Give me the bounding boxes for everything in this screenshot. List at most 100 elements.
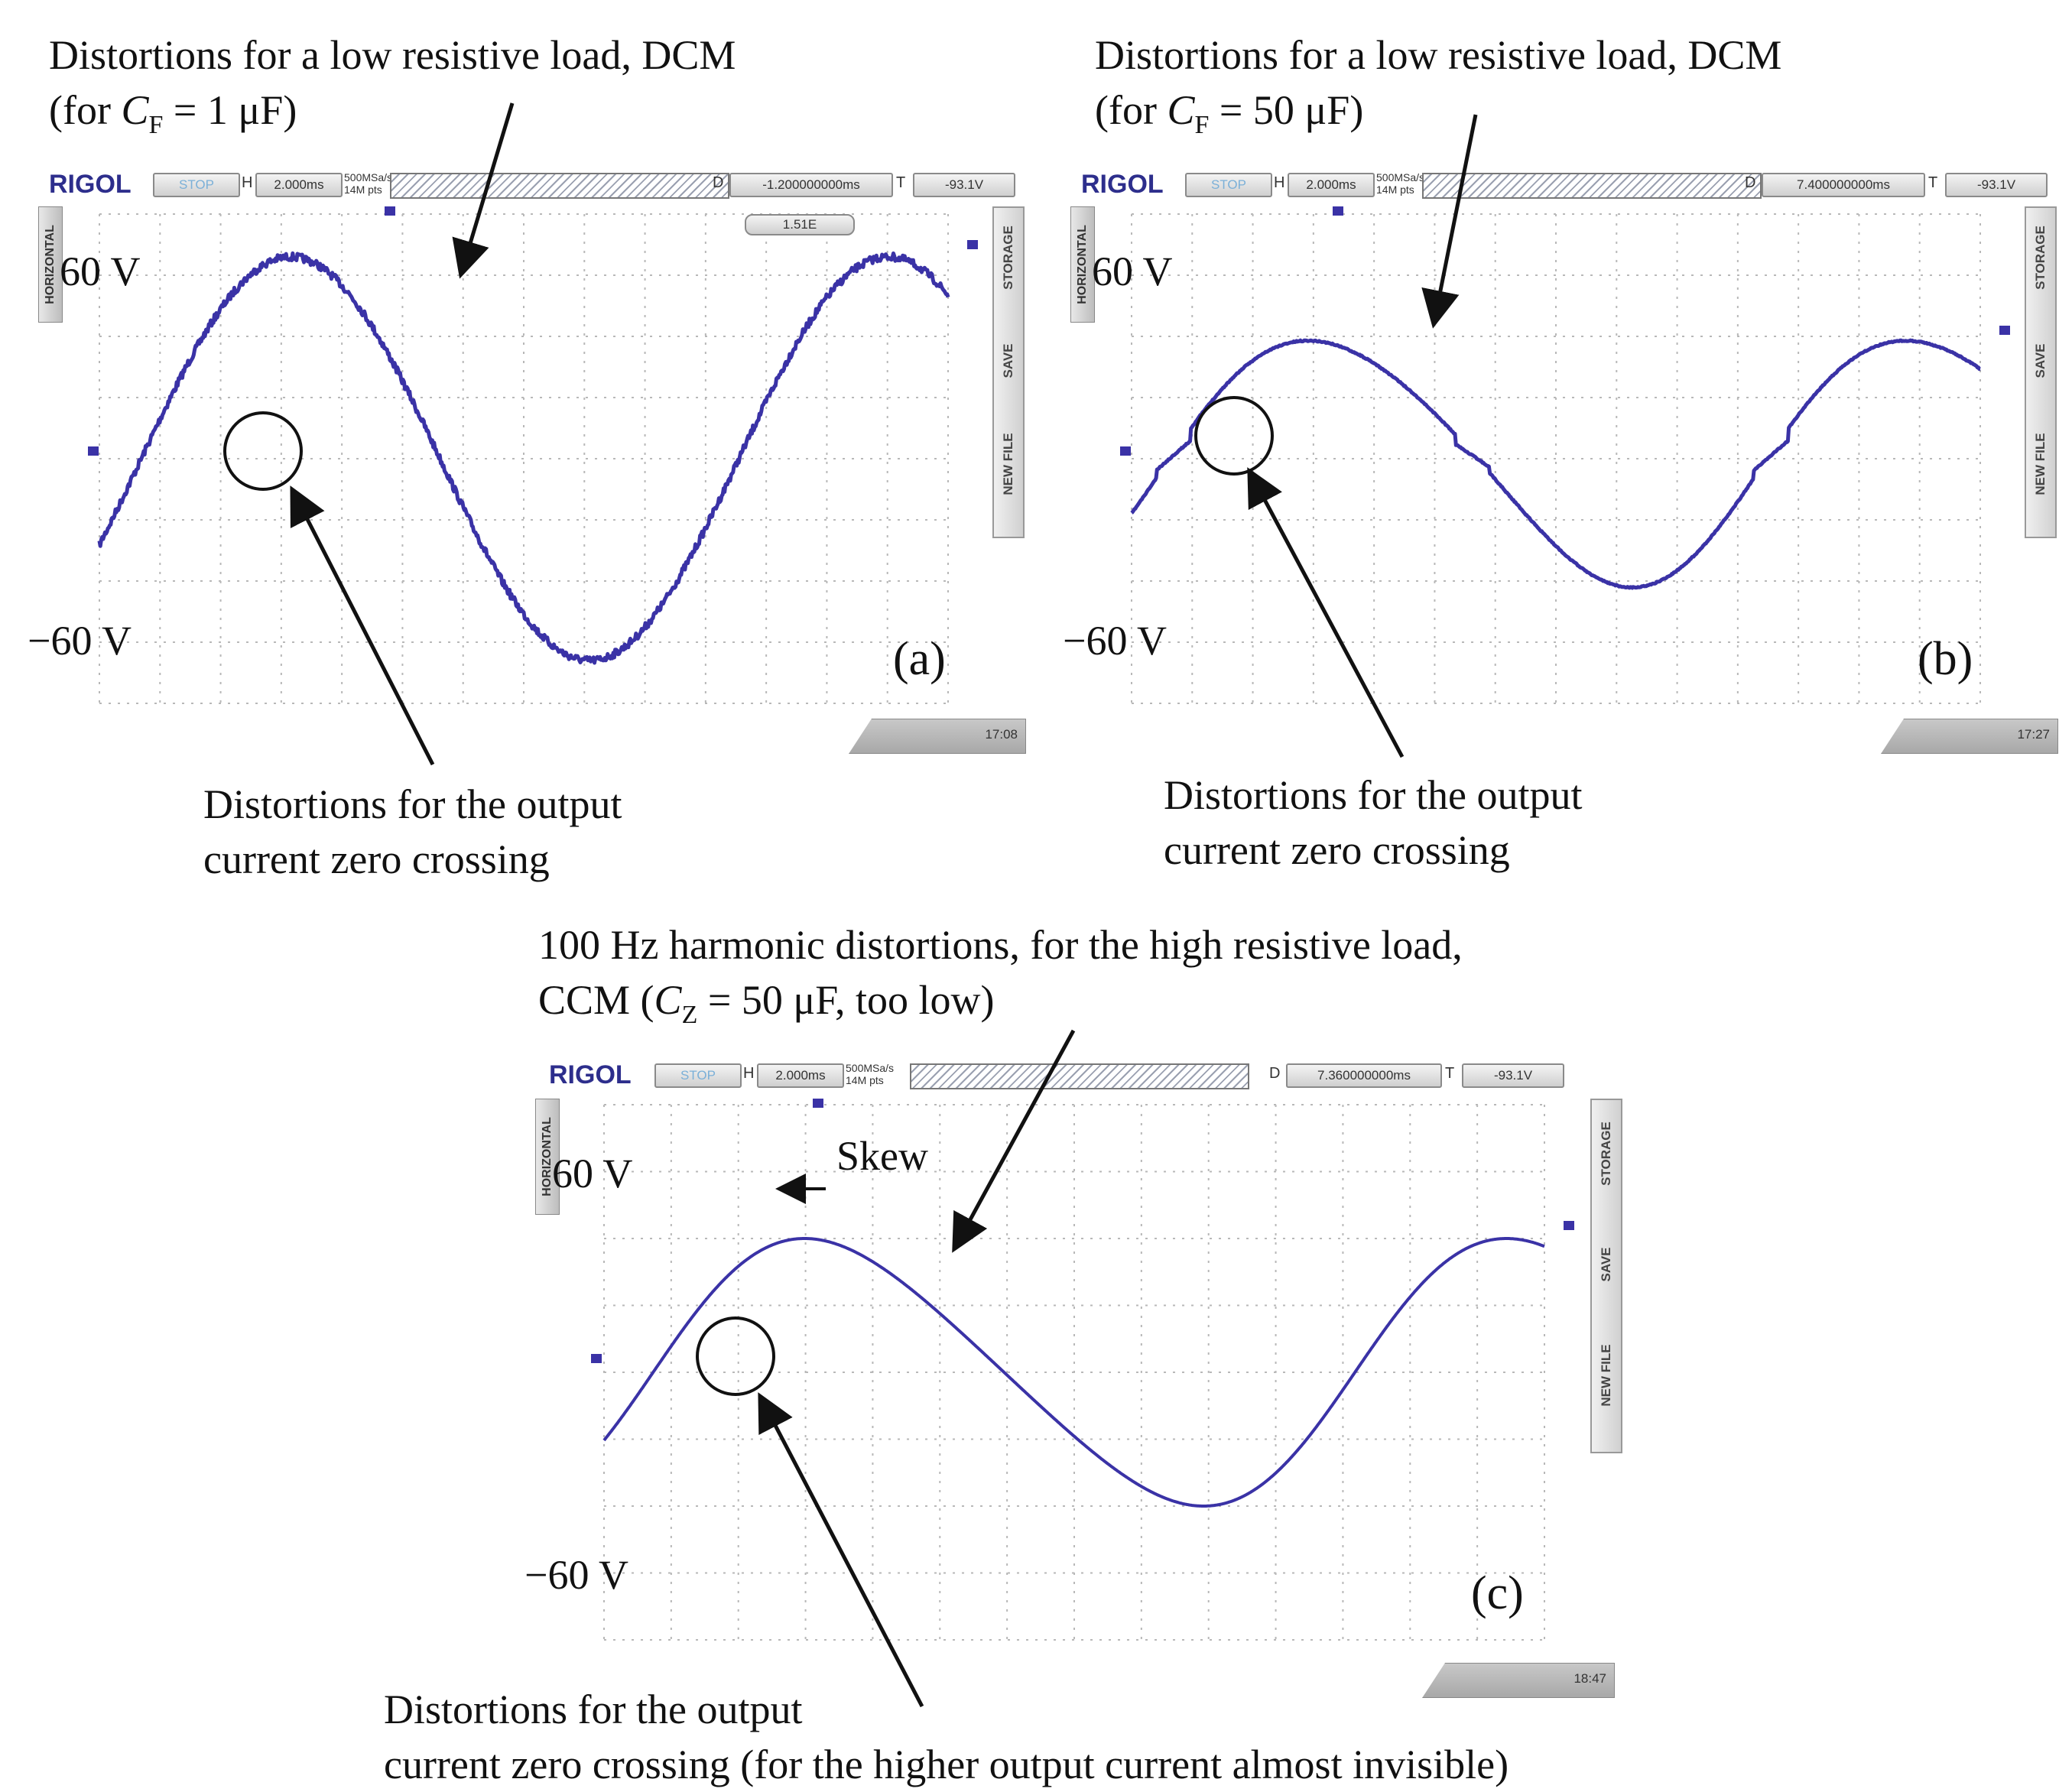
graticule [603,1104,1545,1641]
panel-c-caption-bottom: Distortions for the output current zero … [384,1682,1509,1792]
panel-c-caption-top-line1: 100 Hz harmonic distortions, for the hig… [538,922,1463,968]
delay-button[interactable]: -1.200000000ms [729,173,893,197]
waveform-trace [1130,338,1982,590]
status-time: 18:47 [1573,1671,1606,1686]
brand-logo: RIGOL [49,170,132,199]
t-label: T [1928,174,1938,191]
y-top-label-b: 60 V [1092,248,1173,294]
oscilloscope-screen-a: RIGOL STOP H 2.000ms 500MSa/s 14M pts D -… [38,168,1026,757]
h-label: H [242,174,253,191]
new-file-menu-item[interactable]: NEW FILE [1599,1344,1613,1407]
trigger-button[interactable]: -93.1V [1462,1063,1564,1088]
y-top-label-a: 60 V [60,248,141,294]
panel-a-caption-top: Distortions for a low resistive load, DC… [49,28,736,153]
save-menu-item[interactable]: SAVE [1599,1247,1613,1282]
panel-c-caption-bottom-line2: current zero crossing (for the higher ou… [384,1742,1509,1787]
h-label: H [1274,174,1285,191]
channel-level-marker [1564,1221,1574,1230]
delay-button[interactable]: 7.360000000ms [1286,1063,1442,1088]
channel-ground-marker [88,446,99,456]
panel-c-caption-top-line2: CCM (CZ = 50 μF, too low) [538,977,995,1029]
panel-c-caption-top: 100 Hz harmonic distortions, for the hig… [538,917,1463,1043]
skew-label: Skew [836,1133,928,1179]
oscilloscope-screen-c: RIGOL STOP H 2.000ms 500MSa/s 14M pts D 7… [535,1059,1622,1701]
sample-rate-readout: 500MSa/s 14M pts [1376,171,1425,196]
y-bottom-label-a: −60 V [28,618,132,664]
storage-menu-item[interactable]: STORAGE [2033,226,2048,290]
status-bar: 17:27 [1881,719,2058,754]
horizontal-tab[interactable]: HORIZONTAL [1070,206,1095,323]
sample-rate-readout: 500MSa/s 14M pts [846,1062,895,1086]
delay-button[interactable]: 7.400000000ms [1762,173,1925,197]
timebase-button[interactable]: 2.000ms [1288,173,1375,197]
y-bottom-label-c: −60 V [524,1552,628,1598]
panel-a-caption-bottom: Distortions for the output current zero … [203,777,622,887]
trigger-position-marker [813,1099,823,1108]
waveform-timeline[interactable] [910,1063,1249,1089]
status-bar: 18:47 [1422,1663,1615,1698]
save-menu-item[interactable]: SAVE [2033,343,2048,378]
status-bar: 17:08 [849,719,1026,754]
scope-toolbar: RIGOL STOP H 2.000ms 500MSa/s 14M pts D 7… [535,1059,1621,1092]
brand-logo: RIGOL [549,1060,632,1089]
d-label: D [1269,1065,1281,1082]
new-file-menu-item[interactable]: NEW FILE [2033,433,2048,495]
storage-menu[interactable]: STORAGE SAVE NEW FILE [2025,206,2057,538]
storage-menu[interactable]: STORAGE SAVE NEW FILE [992,206,1025,538]
waveform-timeline[interactable] [1422,173,1762,199]
timebase-button[interactable]: 2.000ms [757,1063,844,1088]
horizontal-tab[interactable]: HORIZONTAL [38,206,63,323]
horizontal-tab[interactable]: HORIZONTAL [535,1099,560,1215]
waveform-plot [1120,206,2010,704]
brand-logo: RIGOL [1081,170,1164,199]
panel-a-caption-top-line1: Distortions for a low resistive load, DC… [49,32,736,78]
run-stop-button[interactable]: STOP [654,1063,742,1088]
status-time: 17:08 [985,727,1018,742]
channel-badge: 1.51E [745,214,855,235]
waveform-trace [97,251,950,665]
run-stop-button[interactable]: STOP [153,173,240,197]
panel-c-caption-bottom-line1: Distortions for the output [384,1686,803,1732]
channel-level-marker [967,240,978,249]
save-menu-item[interactable]: SAVE [1001,343,1015,378]
run-stop-button[interactable]: STOP [1185,173,1272,197]
panel-b-caption-bottom-line1: Distortions for the output [1164,772,1583,818]
storage-menu[interactable]: STORAGE SAVE NEW FILE [1590,1099,1622,1453]
t-label: T [1445,1065,1455,1082]
status-time: 17:27 [2017,727,2050,742]
waveform-trace [602,1237,1545,1508]
trigger-position-marker [1333,206,1343,216]
panel-a-caption-bottom-line1: Distortions for the output [203,781,622,827]
panel-label-a: (a) [893,633,946,685]
panel-b-caption-top: Distortions for a low resistive load, DC… [1095,28,1781,153]
y-top-label-c: 60 V [552,1151,633,1196]
panel-b-caption-bottom: Distortions for the output current zero … [1164,768,1582,878]
channel-badge-text: 1.51E [782,217,817,232]
sample-rate-readout: 500MSa/s 14M pts [344,171,393,196]
panel-label-c: (c) [1471,1567,1524,1619]
d-label: D [1745,174,1756,191]
channel-level-marker [1999,326,2010,335]
t-label: T [896,174,906,191]
trigger-button[interactable]: -93.1V [1945,173,2048,197]
graticule [1131,213,1981,704]
oscilloscope-screen-b: RIGOL STOP H 2.000ms 500MSa/s 14M pts D 7… [1070,168,2058,757]
y-bottom-label-b: −60 V [1063,618,1167,664]
scope-toolbar: RIGOL STOP H 2.000ms 500MSa/s 14M pts D 7… [1070,168,2057,202]
new-file-menu-item[interactable]: NEW FILE [1001,433,1015,495]
storage-menu-item[interactable]: STORAGE [1599,1122,1613,1186]
timebase-button[interactable]: 2.000ms [255,173,343,197]
panel-label-b: (b) [1918,633,1973,685]
trigger-position-marker [385,206,395,216]
panel-b-caption-bottom-line2: current zero crossing [1164,827,1510,873]
scope-toolbar: RIGOL STOP H 2.000ms 500MSa/s 14M pts D -… [38,168,1025,202]
d-label: D [713,174,724,191]
trigger-button[interactable]: -93.1V [913,173,1015,197]
h-label: H [743,1065,755,1082]
waveform-timeline[interactable] [390,173,729,199]
channel-ground-marker [1120,446,1131,456]
panel-a-caption-bottom-line2: current zero crossing [203,836,550,882]
channel-ground-marker [591,1354,602,1363]
graticule [99,213,949,704]
storage-menu-item[interactable]: STORAGE [1001,226,1015,290]
